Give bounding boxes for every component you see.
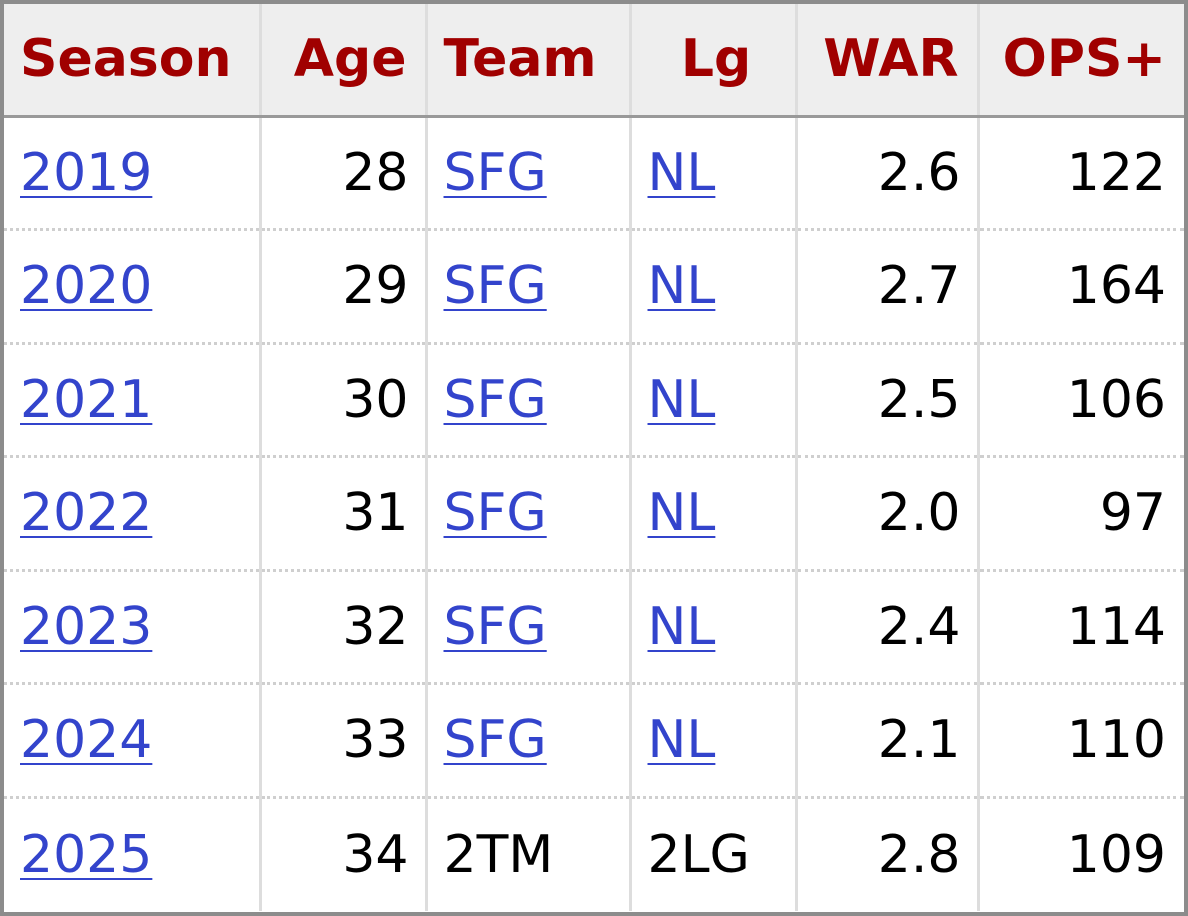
league-link[interactable]: NL bbox=[647, 596, 716, 657]
age-cell: 33 bbox=[258, 683, 426, 799]
age-cell: 28 bbox=[258, 116, 426, 231]
league-cell: NL bbox=[628, 456, 796, 572]
war-cell: 2.5 bbox=[794, 343, 978, 458]
season-cell: 2019 bbox=[4, 116, 260, 231]
column-header-war[interactable]: WAR bbox=[794, 4, 978, 118]
season-cell: 2020 bbox=[4, 229, 260, 345]
column-header-lg[interactable]: Lg bbox=[628, 4, 796, 118]
ops-plus-cell: 109 bbox=[976, 797, 1184, 911]
ops-plus-cell: 122 bbox=[976, 116, 1184, 231]
season-cell: 2022 bbox=[4, 456, 260, 572]
league-cell: NL bbox=[628, 229, 796, 345]
war-cell: 2.0 bbox=[794, 456, 978, 572]
team-link[interactable]: SFG bbox=[443, 596, 547, 657]
column-header-season[interactable]: Season bbox=[4, 4, 260, 118]
table-row: 2020 29 SFG NL 2.7 164 bbox=[4, 229, 1184, 345]
column-header-ops-plus[interactable]: OPS+ bbox=[976, 4, 1184, 118]
league-cell: NL bbox=[628, 683, 796, 799]
league-link[interactable]: NL bbox=[647, 142, 716, 203]
ops-plus-cell: 164 bbox=[976, 229, 1184, 345]
team-cell: SFG bbox=[424, 229, 630, 345]
team-link[interactable]: SFG bbox=[443, 483, 547, 544]
season-link[interactable]: 2022 bbox=[20, 483, 153, 544]
league-link[interactable]: NL bbox=[647, 256, 716, 317]
season-link[interactable]: 2020 bbox=[20, 256, 153, 317]
age-cell: 32 bbox=[258, 570, 426, 685]
table-row: 2019 28 SFG NL 2.6 122 bbox=[4, 116, 1184, 231]
team-link[interactable]: SFG bbox=[443, 142, 547, 203]
table-row: 2023 32 SFG NL 2.4 114 bbox=[4, 570, 1184, 685]
team-cell: SFG bbox=[424, 343, 630, 458]
season-cell: 2021 bbox=[4, 343, 260, 458]
team-link[interactable]: SFG bbox=[443, 369, 547, 430]
table-row: 2024 33 SFG NL 2.1 110 bbox=[4, 683, 1184, 799]
header-row: Season Age Team Lg WAR OPS+ bbox=[4, 4, 1184, 118]
team-link[interactable]: SFG bbox=[443, 710, 547, 771]
team-cell: SFG bbox=[424, 683, 630, 799]
table-row: 2021 30 SFG NL 2.5 106 bbox=[4, 343, 1184, 458]
season-cell: 2025 bbox=[4, 797, 260, 911]
league-link[interactable]: NL bbox=[647, 369, 716, 430]
season-link[interactable]: 2019 bbox=[20, 142, 153, 203]
war-cell: 2.7 bbox=[794, 229, 978, 345]
ops-plus-cell: 110 bbox=[976, 683, 1184, 799]
season-link[interactable]: 2023 bbox=[20, 596, 153, 657]
team-cell: SFG bbox=[424, 456, 630, 572]
season-link[interactable]: 2021 bbox=[20, 369, 153, 430]
league-cell: NL bbox=[628, 343, 796, 458]
table-row: 2025 34 2TM 2LG 2.8 109 bbox=[4, 797, 1184, 911]
war-cell: 2.4 bbox=[794, 570, 978, 685]
team-link[interactable]: SFG bbox=[443, 256, 547, 317]
team-cell: SFG bbox=[424, 116, 630, 231]
column-header-team[interactable]: Team bbox=[424, 4, 630, 118]
team-cell: 2TM bbox=[424, 797, 630, 911]
season-cell: 2023 bbox=[4, 570, 260, 685]
league-cell: NL bbox=[628, 570, 796, 685]
war-cell: 2.1 bbox=[794, 683, 978, 799]
season-link[interactable]: 2025 bbox=[20, 824, 153, 885]
league-link[interactable]: NL bbox=[647, 483, 716, 544]
age-cell: 31 bbox=[258, 456, 426, 572]
ops-plus-cell: 114 bbox=[976, 570, 1184, 685]
season-link[interactable]: 2024 bbox=[20, 710, 153, 771]
ops-plus-cell: 97 bbox=[976, 456, 1184, 572]
stats-table: Season Age Team Lg WAR OPS+ 2019 28 SFG … bbox=[4, 4, 1184, 911]
season-cell: 2024 bbox=[4, 683, 260, 799]
war-cell: 2.6 bbox=[794, 116, 978, 231]
age-cell: 29 bbox=[258, 229, 426, 345]
league-link[interactable]: NL bbox=[647, 710, 716, 771]
team-cell: SFG bbox=[424, 570, 630, 685]
age-cell: 30 bbox=[258, 343, 426, 458]
league-cell: 2LG bbox=[628, 797, 796, 911]
age-cell: 34 bbox=[258, 797, 426, 911]
ops-plus-cell: 106 bbox=[976, 343, 1184, 458]
table-row: 2022 31 SFG NL 2.0 97 bbox=[4, 456, 1184, 572]
war-cell: 2.8 bbox=[794, 797, 978, 911]
column-header-age[interactable]: Age bbox=[258, 4, 426, 118]
league-cell: NL bbox=[628, 116, 796, 231]
